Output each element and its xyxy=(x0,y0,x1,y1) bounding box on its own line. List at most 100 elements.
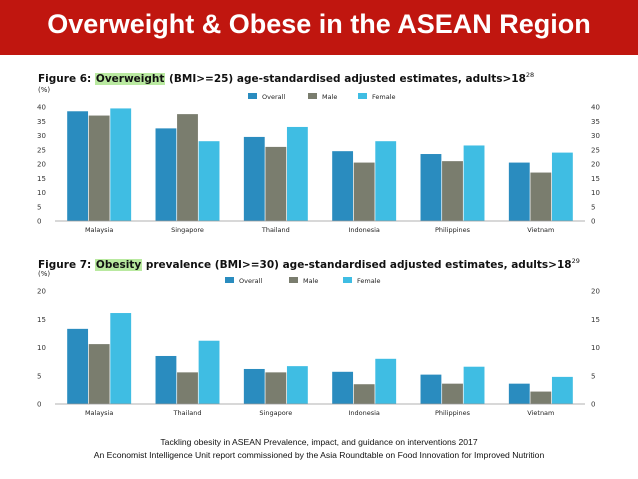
fig6-bar-vietnam-overall xyxy=(508,162,530,221)
fig6-category-label: Indonesia xyxy=(348,226,379,234)
fig7-bar-singapore-female xyxy=(286,366,308,404)
fig6-ytick-right: 25 xyxy=(591,146,600,154)
fig6-ytick-right: 10 xyxy=(591,189,600,197)
fig6-category-label: Thailand xyxy=(261,226,290,234)
fig7-legend-label-male: Male xyxy=(303,277,318,285)
fig6-bar-indonesia-overall xyxy=(332,151,354,221)
fig7-bar-philippines-male xyxy=(442,383,463,404)
fig6-legend-label-female: Female xyxy=(372,93,396,101)
fig6-category-label: Malaysia xyxy=(85,226,113,234)
header-bar: Overweight & Obese in the ASEAN Region xyxy=(0,0,638,55)
figure-6-title-highlight: Overweight xyxy=(94,73,166,85)
fig6-bar-thailand-overall xyxy=(243,136,265,221)
fig7-bar-singapore-male xyxy=(265,372,287,404)
fig6-bar-indonesia-male xyxy=(353,162,375,221)
fig7-ytick-left: 0 xyxy=(37,401,41,409)
fig7-category-label: Thailand xyxy=(173,409,202,417)
fig6-bar-vietnam-female xyxy=(551,152,573,221)
fig7-legend-swatch-overall xyxy=(225,277,234,283)
fig7-legend-label-female: Female xyxy=(357,277,381,285)
fig6-category-label: Singapore xyxy=(171,226,204,234)
fig6-bar-malaysia-female xyxy=(110,108,132,221)
fig7-legend-swatch-female xyxy=(343,277,352,283)
fig6-ytick-right: 40 xyxy=(591,104,600,112)
footer-source-line1: Tackling obesity in ASEAN Prevalence, im… xyxy=(160,437,478,447)
figure-7-title-highlight: Obesity xyxy=(94,259,143,271)
fig7-legend-label-overall: Overall xyxy=(239,277,262,285)
fig6-legend-swatch-male xyxy=(308,93,317,99)
fig7-bar-thailand-overall xyxy=(155,355,177,404)
fig6-ytick-right: 5 xyxy=(591,203,595,211)
fig6-legend-swatch-female xyxy=(358,93,367,99)
figure-6-unit: (%) xyxy=(38,86,51,94)
fig7-ytick-right: 20 xyxy=(591,288,600,296)
fig7-ytick-right: 10 xyxy=(591,344,600,352)
figure-7-title-prefix: Figure 7: xyxy=(38,259,95,271)
figure-7-unit: (%) xyxy=(38,270,51,278)
fig6-bar-malaysia-male xyxy=(88,115,110,221)
fig7-category-label: Philippines xyxy=(435,409,471,417)
fig6-bar-malaysia-overall xyxy=(67,111,89,221)
figure-7-title: Figure 7: Obesity prevalence (BMI>=30) a… xyxy=(38,257,580,271)
fig7-ytick-left: 15 xyxy=(37,316,46,324)
fig6-bar-thailand-male xyxy=(265,146,287,221)
fig7-category-label: Singapore xyxy=(259,409,292,417)
fig6-ytick-right: 20 xyxy=(591,161,600,169)
fig6-legend-label-male: Male xyxy=(322,93,337,101)
fig7-bar-philippines-female xyxy=(463,366,485,404)
fig7-category-label: Indonesia xyxy=(348,409,379,417)
fig6-legend-swatch-overall xyxy=(248,93,257,99)
fig7-bar-indonesia-male xyxy=(353,384,375,404)
fig6-category-label: Vietnam xyxy=(527,226,554,234)
fig7-bar-thailand-male xyxy=(177,372,198,404)
fig7-bar-indonesia-female xyxy=(375,358,397,404)
fig7-ytick-right: 5 xyxy=(591,372,595,380)
fig6-ytick-right: 35 xyxy=(591,118,600,126)
figure-6-title-suffix: (BMI>=25) age-standardised adjusted esti… xyxy=(165,73,526,85)
fig7-bar-vietnam-female xyxy=(551,376,573,404)
fig6-ytick-right: 0 xyxy=(591,218,595,226)
fig7-category-label: Malaysia xyxy=(85,409,113,417)
fig6-ytick-left: 5 xyxy=(37,203,41,211)
fig7-ytick-left: 20 xyxy=(37,288,46,296)
fig7-ytick-right: 15 xyxy=(591,316,600,324)
fig7-bar-thailand-female xyxy=(198,340,220,404)
fig6-category-label: Philippines xyxy=(435,226,471,234)
fig6-bar-indonesia-female xyxy=(375,141,397,221)
fig7-ytick-right: 0 xyxy=(591,401,595,409)
fig6-bar-philippines-male xyxy=(442,161,463,221)
fig6-ytick-left: 35 xyxy=(37,118,46,126)
figure-6-title-ref: 28 xyxy=(525,71,535,79)
fig6-ytick-right: 15 xyxy=(591,175,600,183)
fig6-legend-label-overall: Overall xyxy=(262,93,285,101)
fig6-ytick-left: 25 xyxy=(37,146,46,154)
fig7-bar-malaysia-male xyxy=(88,344,110,404)
fig6-bar-singapore-overall xyxy=(155,128,177,221)
fig7-ytick-left: 10 xyxy=(37,344,46,352)
fig7-bar-vietnam-male xyxy=(530,391,552,404)
fig6-bar-singapore-male xyxy=(177,114,198,221)
figure-6-title-prefix: Figure 6: xyxy=(38,73,95,85)
fig6-ytick-left: 15 xyxy=(37,175,46,183)
footer-source-line2: An Economist Intelligence Unit report co… xyxy=(93,450,545,460)
fig7-bar-singapore-overall xyxy=(243,368,265,404)
figure-6-chart: Overall Male Female 0 0 5 5 10 10 15 15 20 20 25 25 30 3… xyxy=(37,93,600,234)
fig6-bar-philippines-overall xyxy=(420,154,442,221)
fig6-ytick-left: 10 xyxy=(37,189,46,197)
fig7-category-label: Vietnam xyxy=(527,409,554,417)
fig6-ytick-left: 40 xyxy=(37,104,46,112)
page-title: Overweight & Obese in the ASEAN Region xyxy=(47,9,591,39)
figure-7-title-suffix: prevalence (BMI>=30) age-standardised ad… xyxy=(142,259,572,271)
figure-7-chart: Overall Male Female 0 0 5 5 10 10 15 15 20 20 Malaysi… xyxy=(37,277,600,417)
fig7-ytick-left: 5 xyxy=(37,372,41,380)
fig6-ytick-left: 0 xyxy=(37,218,41,226)
fig7-bar-philippines-overall xyxy=(420,374,442,404)
fig7-bar-malaysia-overall xyxy=(67,328,89,404)
fig7-bar-indonesia-overall xyxy=(332,371,354,404)
fig6-bar-vietnam-male xyxy=(530,172,552,221)
fig7-bar-vietnam-overall xyxy=(508,383,530,404)
fig7-bar-malaysia-female xyxy=(110,313,132,404)
fig6-bar-singapore-female xyxy=(198,141,220,221)
fig6-bar-thailand-female xyxy=(286,126,308,221)
fig6-bar-philippines-female xyxy=(463,145,485,221)
